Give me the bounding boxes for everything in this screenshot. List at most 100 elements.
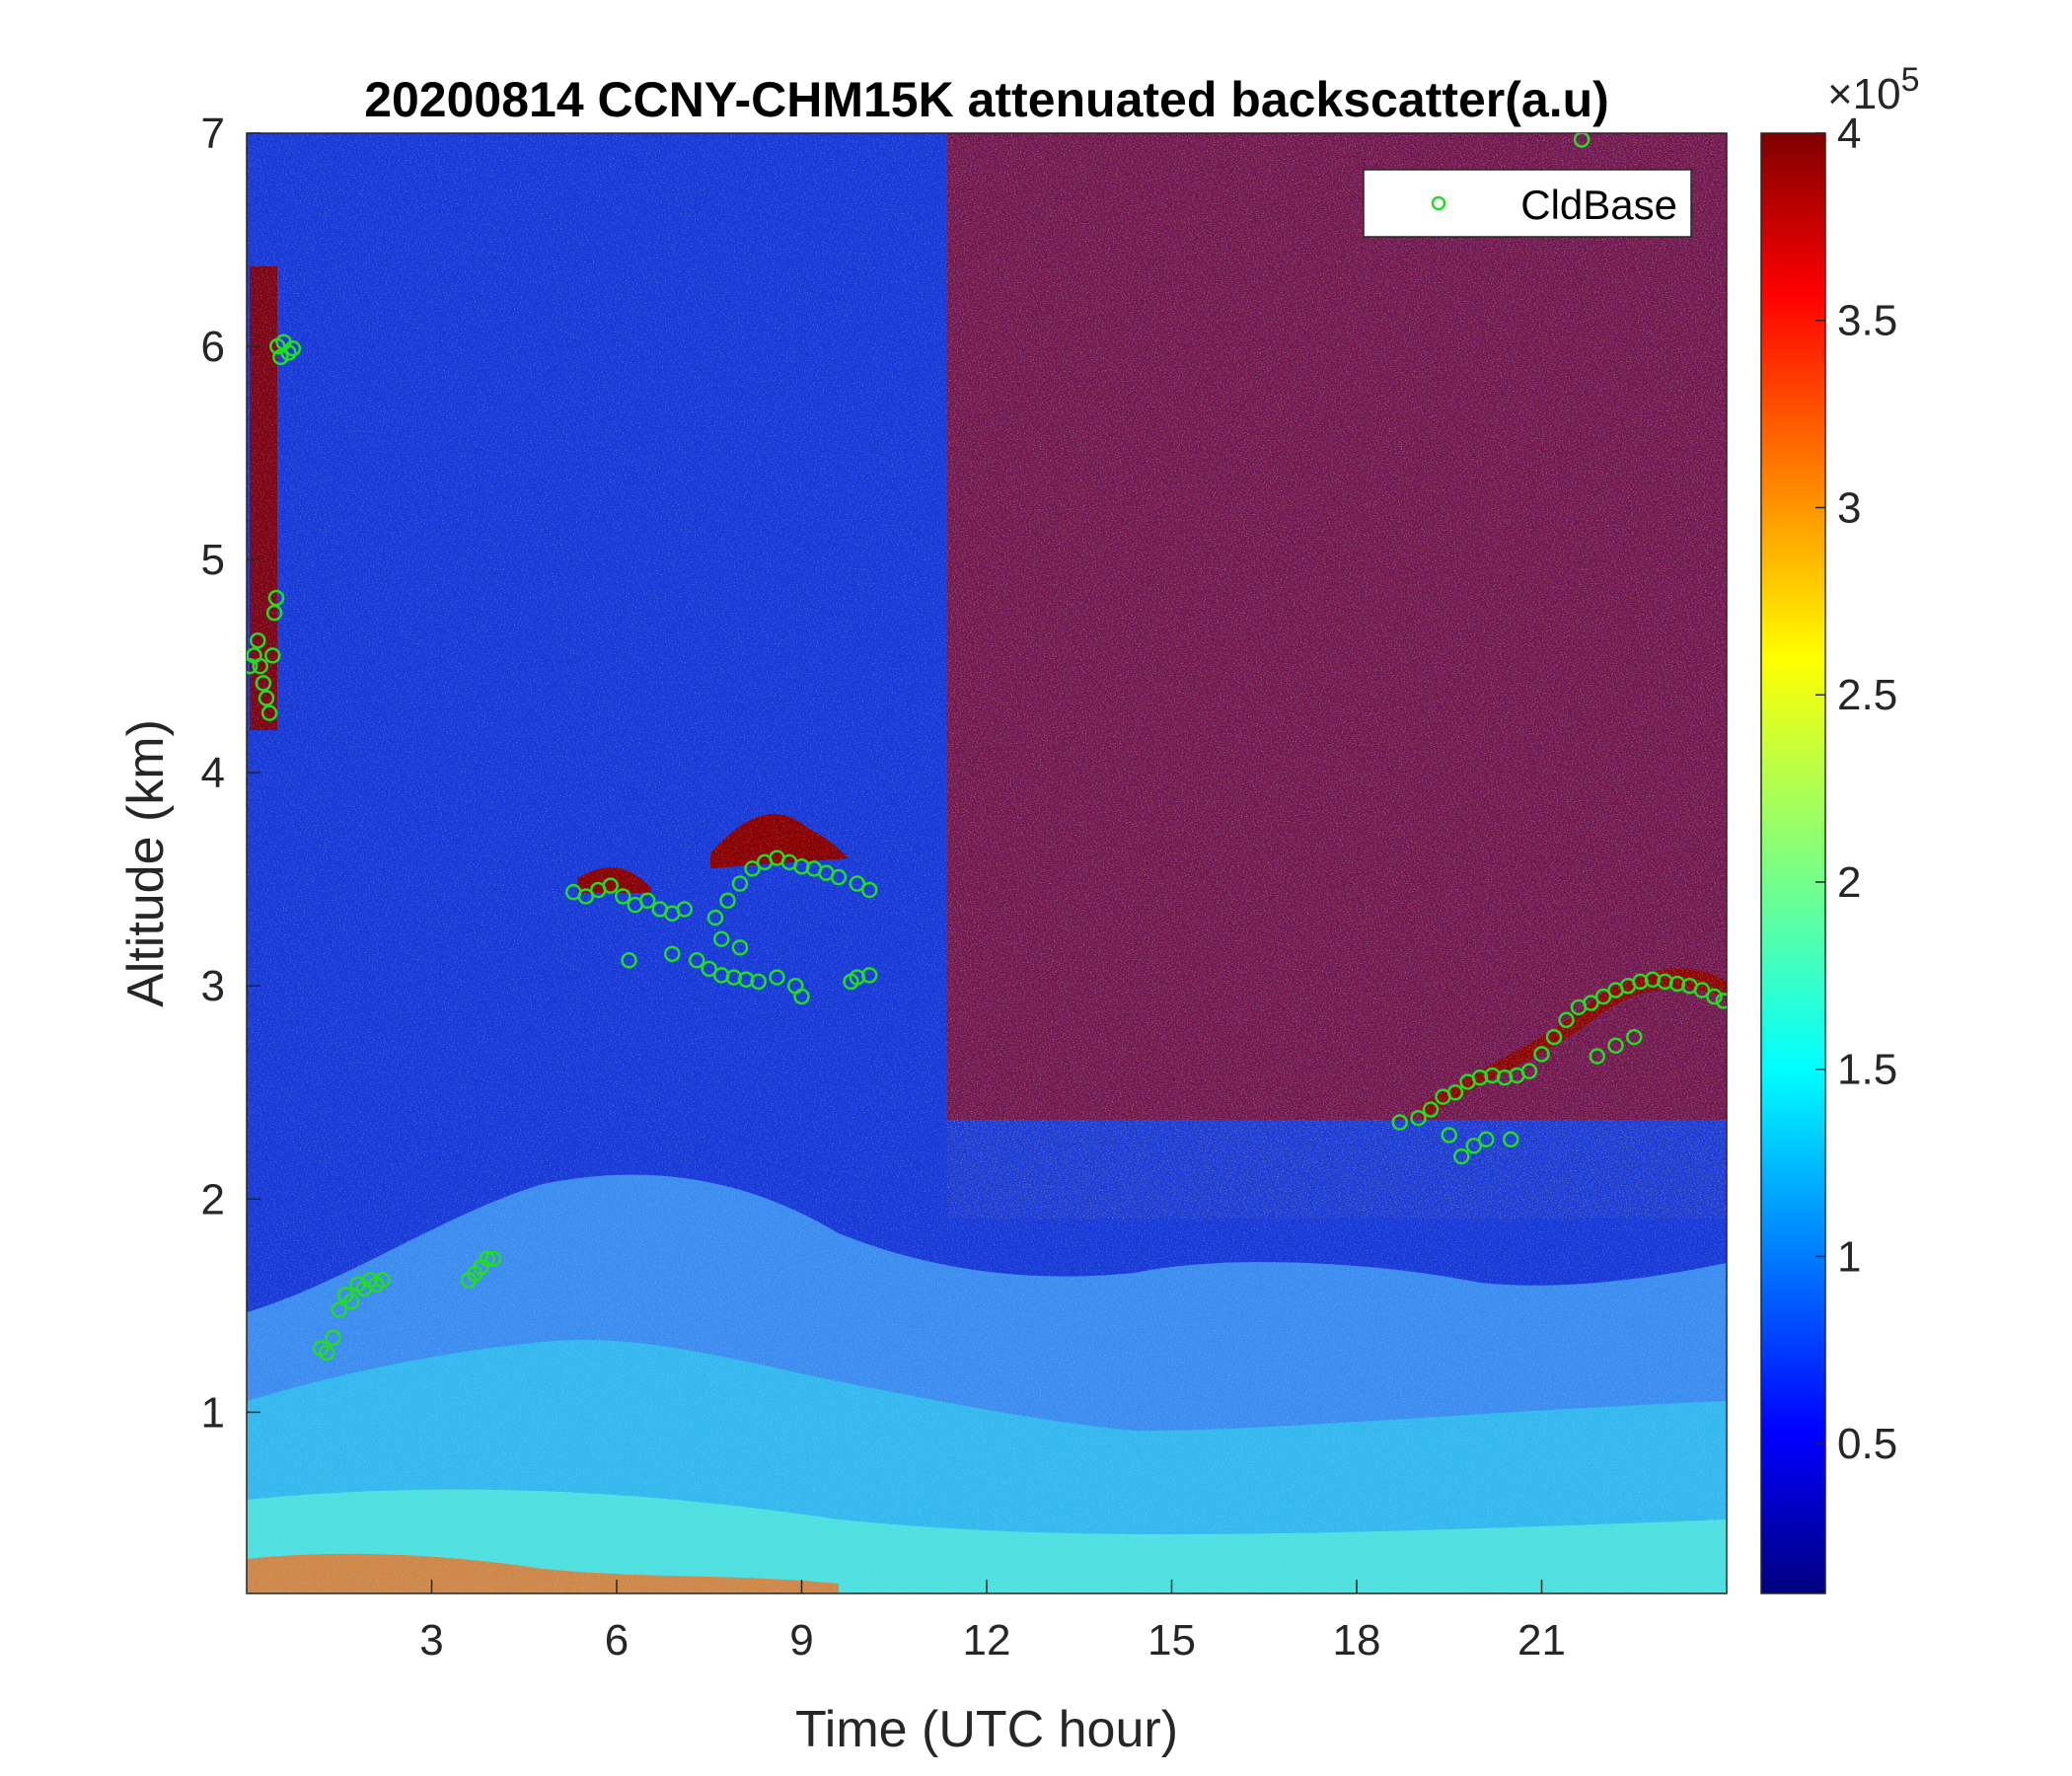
cldbase-point — [258, 690, 275, 706]
cldbase-point — [260, 704, 278, 721]
cldbase-point — [713, 930, 730, 947]
x-tick-label: 21 — [1517, 1616, 1566, 1665]
colorbar-tick-label: 3.5 — [1837, 297, 1897, 345]
cldbase-point — [325, 1329, 341, 1346]
cldbase-point — [1545, 1028, 1563, 1046]
cldbase-point — [1558, 1011, 1575, 1029]
colorbar-tick-label: 4 — [1837, 110, 1861, 158]
y-tick-label: 2 — [201, 1175, 225, 1223]
cldbase-point — [731, 939, 749, 956]
cldbase-point — [1410, 1109, 1427, 1127]
y-tick-label: 1 — [201, 1388, 225, 1437]
colorbar-tick-label: 3 — [1837, 483, 1861, 532]
cldbase-point — [484, 1250, 502, 1268]
x-tick-label: 18 — [1333, 1616, 1381, 1665]
cldbase-point — [639, 892, 656, 910]
x-tick-label: 6 — [605, 1616, 629, 1665]
legend[interactable]: CldBase — [1363, 169, 1692, 238]
cldbase-point — [676, 901, 693, 918]
colorbar-multiplier-base: ×10 — [1827, 70, 1901, 118]
colorbar-multiplier-exponent: 5 — [1901, 61, 1920, 99]
cldbase-point — [1520, 1063, 1538, 1079]
cldbase-point — [374, 1272, 391, 1289]
cldbase-markers — [247, 133, 1727, 1362]
cldbase-point — [744, 860, 761, 877]
colorbar-tick-label: 2 — [1837, 858, 1861, 907]
cldbase-point — [615, 888, 631, 905]
x-tick-label: 3 — [419, 1616, 443, 1665]
cldbase-point — [1391, 1114, 1408, 1131]
y-tick-label: 4 — [201, 749, 225, 797]
x-tick-label: 12 — [963, 1616, 1011, 1665]
cldbase-point — [1693, 982, 1711, 999]
cldbase-point — [1422, 1101, 1440, 1118]
cldbase-point — [861, 967, 878, 984]
cldbase-point — [1607, 1037, 1624, 1054]
cldbase-point — [849, 875, 865, 892]
cldbase-point — [577, 888, 594, 905]
legend-label-cldbase: CldBase — [1520, 182, 1677, 228]
cldbase-point — [343, 1293, 360, 1310]
cldbase-point — [719, 892, 736, 910]
cldbase-point — [769, 969, 785, 986]
colorbar-multiplier: ×105 — [1827, 61, 1920, 118]
heatmap-noise-texture-red — [947, 133, 1727, 1219]
colorbar: 0.5 1 1.5 2 2.5 3 3.5 4 ×105 — [1760, 61, 1920, 1594]
x-axis-label: Time (UTC hour) — [795, 1701, 1178, 1758]
cldbase-point — [621, 952, 637, 969]
y-tick-label: 5 — [201, 536, 225, 584]
cldbase-point — [1453, 1147, 1470, 1165]
cldbase-point — [265, 604, 283, 622]
cldbase-point — [1503, 1131, 1519, 1148]
cldbase-point — [1589, 1048, 1605, 1065]
y-axis-label: Altitude (km) — [117, 719, 175, 1007]
cldbase-point — [319, 1344, 335, 1362]
cldbase-point — [689, 952, 705, 969]
cldbase-point — [1441, 1127, 1457, 1144]
cldbase-point — [664, 945, 681, 963]
x-tick-label: 15 — [1147, 1616, 1196, 1665]
cldbase-point — [1626, 1028, 1643, 1046]
cldbase-point — [602, 877, 619, 894]
cldbase-point — [793, 988, 810, 1005]
cldbase-point — [750, 973, 767, 991]
colorbar-tick-label: 2.5 — [1837, 671, 1897, 719]
cldbase-point — [1533, 1046, 1550, 1063]
y-tick-label: 6 — [201, 323, 225, 371]
cldbase-point — [284, 339, 302, 357]
cldbase-point — [264, 647, 281, 664]
legend-marker-cldbase — [1431, 195, 1446, 211]
cldbase-point — [706, 909, 724, 926]
cldbase-point — [250, 631, 266, 649]
y-axis: 1 2 3 4 5 6 7 — [201, 110, 260, 1437]
cldbase-point — [701, 960, 717, 978]
cldbase-point — [280, 344, 297, 361]
colorbar-tick-label: 0.5 — [1837, 1420, 1897, 1468]
cldbase-point — [1583, 995, 1599, 1011]
colorbar-tick-label: 1 — [1837, 1232, 1861, 1281]
colorbar-tick-label: 1.5 — [1837, 1046, 1897, 1094]
cldbase-point — [252, 657, 268, 675]
cldbase-point — [1573, 133, 1591, 148]
heatmap-field — [247, 133, 1727, 1593]
legend-box — [1363, 169, 1692, 238]
chart-title: 20200814 CCNY-CHM15K attenuated backscat… — [364, 72, 1609, 127]
cldbase-point — [861, 881, 878, 899]
cldbase-point — [1715, 993, 1727, 1009]
cldbase-point — [731, 875, 749, 892]
y-tick-label: 3 — [201, 962, 225, 1010]
cldbase-point — [1446, 1084, 1464, 1101]
cldbase-point — [830, 868, 848, 886]
x-tick-label: 9 — [789, 1616, 813, 1665]
cldbase-point — [1706, 988, 1723, 1005]
cldbase-point — [1594, 988, 1612, 1005]
y-tick-label: 7 — [201, 110, 225, 158]
colorbar-gradient — [1760, 132, 1826, 1594]
cldbase-point — [255, 675, 272, 692]
colorbar-ticks: 0.5 1 1.5 2 2.5 3 3.5 4 — [1815, 110, 1897, 1468]
cldbase-point — [272, 348, 289, 366]
cldbase-point — [1465, 1138, 1482, 1154]
x-axis: 3 6 9 12 15 18 21 — [419, 1580, 1566, 1665]
